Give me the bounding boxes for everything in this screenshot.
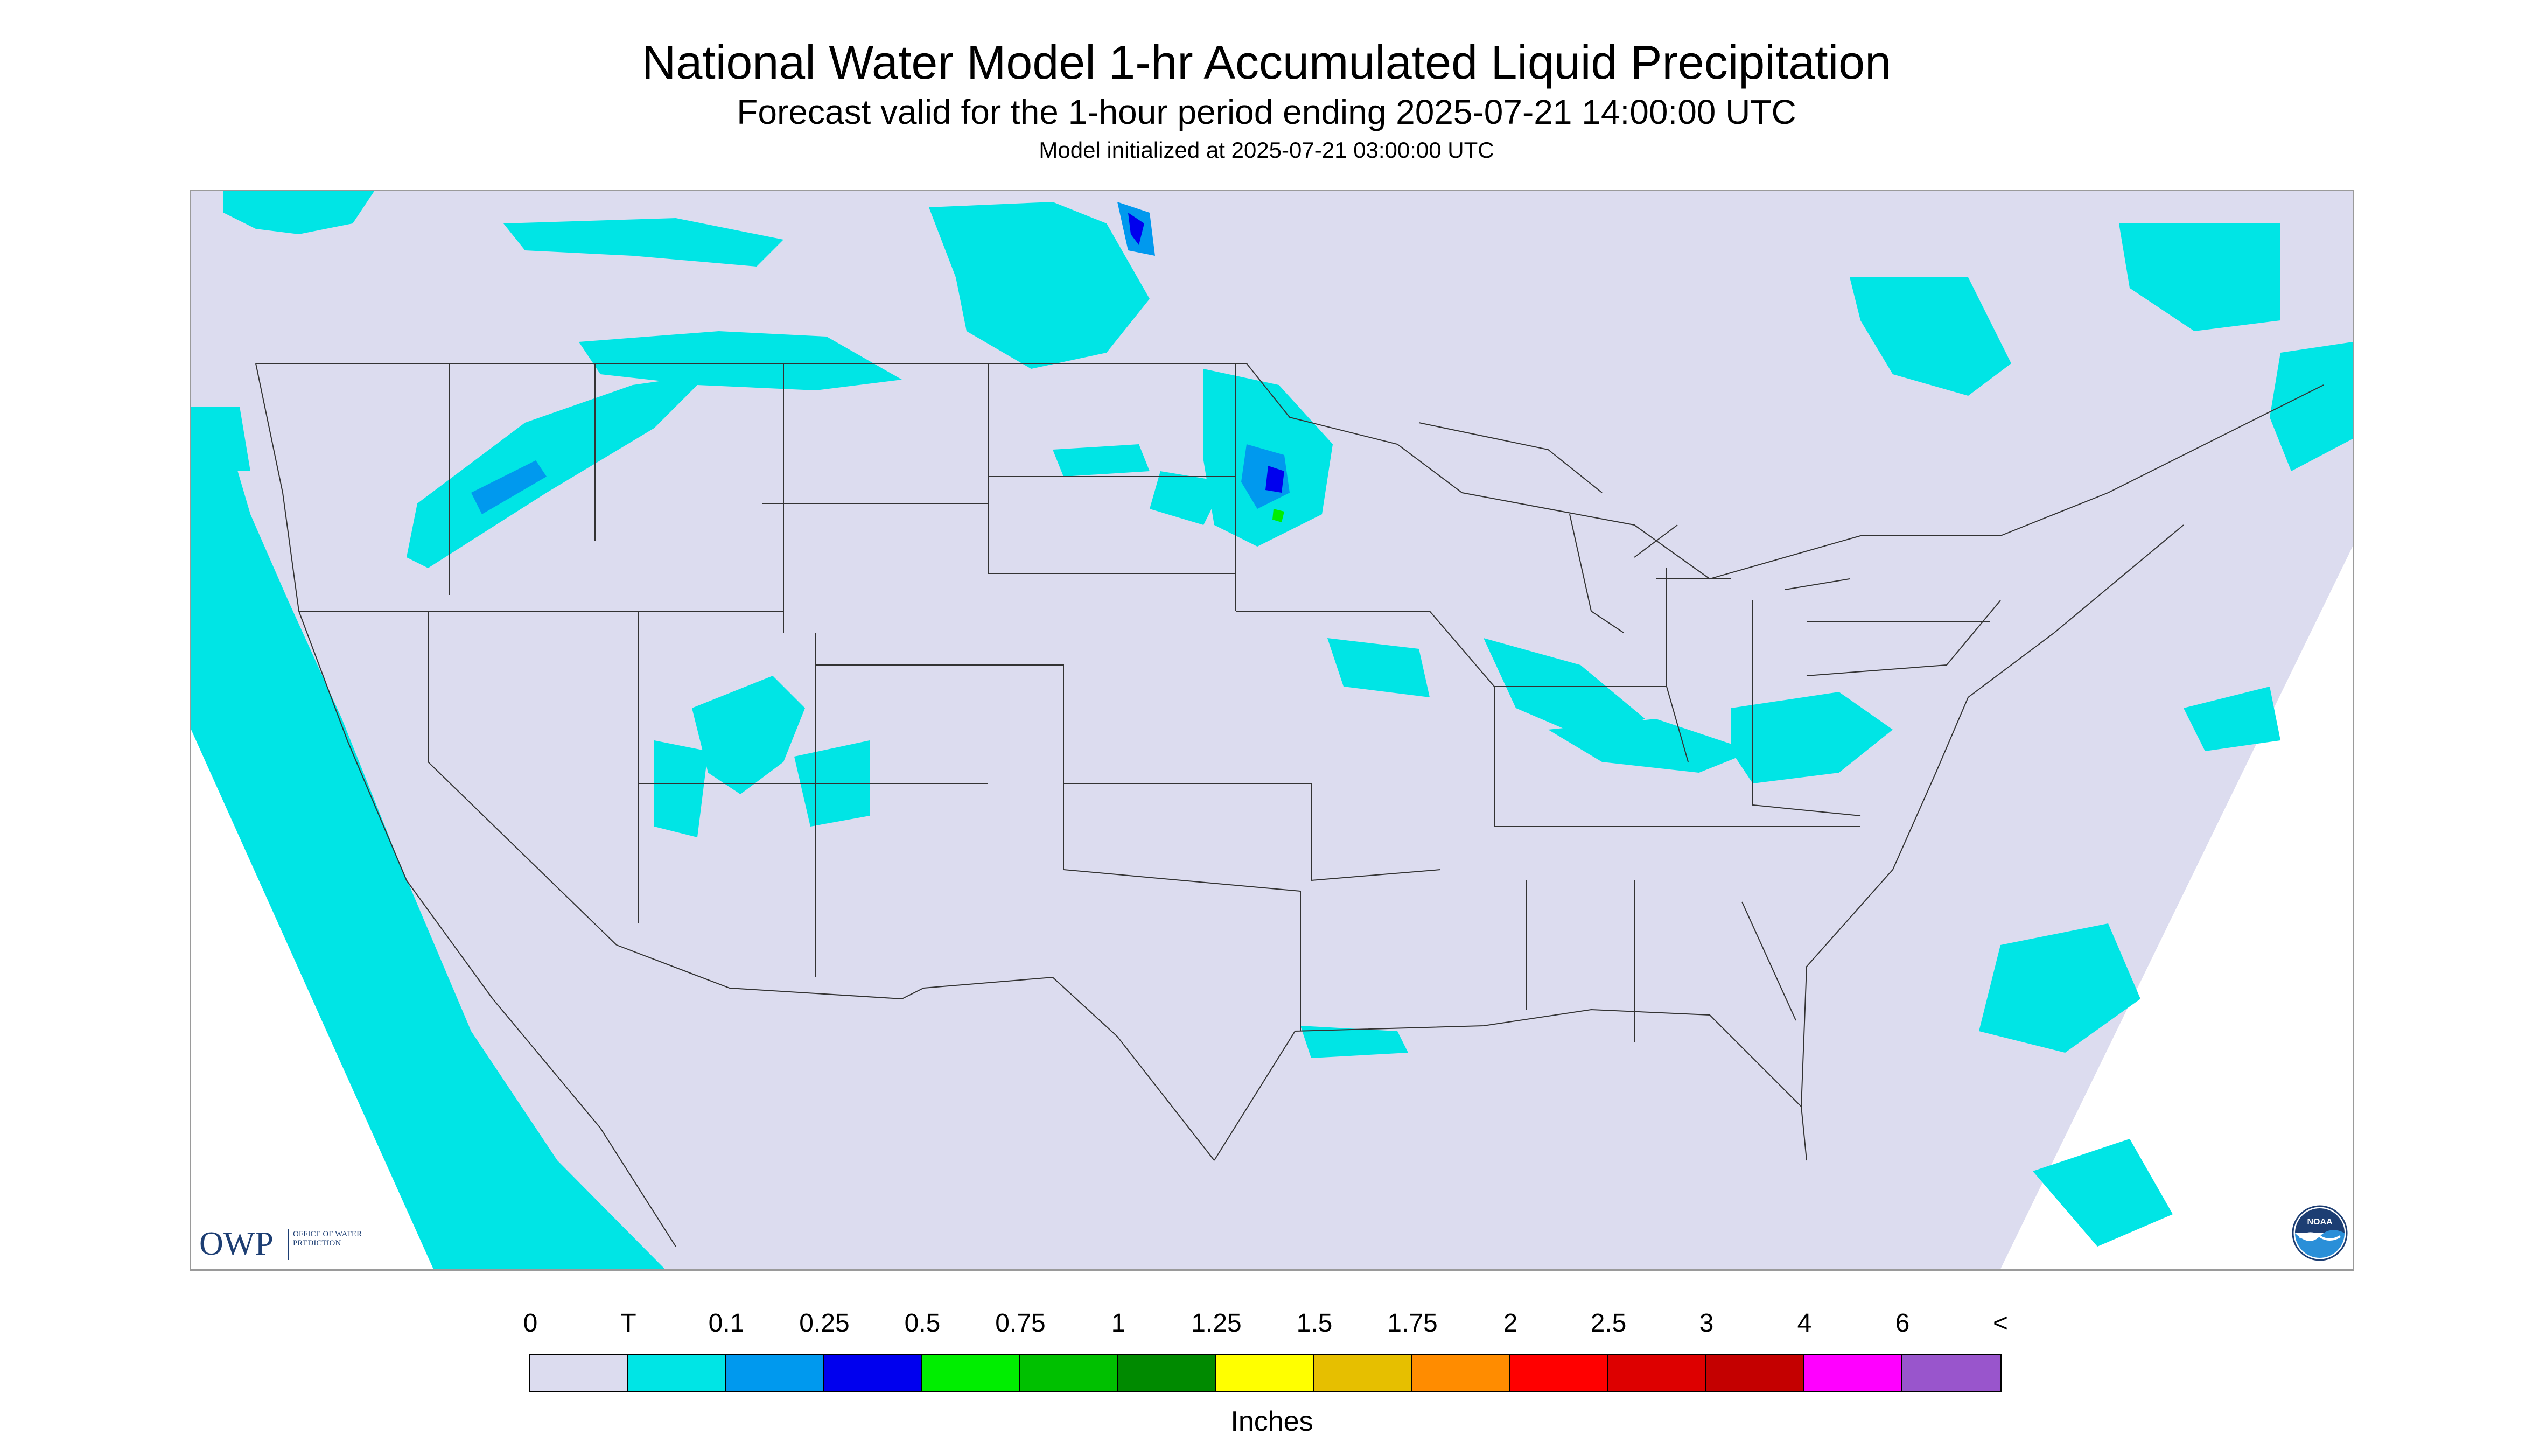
precip-light-oregon bbox=[471, 460, 547, 514]
atlantic-coastline bbox=[1801, 524, 2184, 1107]
legend-tick-label: 2 bbox=[1503, 1309, 1518, 1338]
great-lakes bbox=[1418, 422, 1850, 633]
precip-canada-east bbox=[2119, 223, 2280, 331]
precip-pacific-coast bbox=[191, 417, 665, 1269]
precip-utah bbox=[654, 740, 708, 837]
legend-tick-label: 4 bbox=[1797, 1309, 1812, 1338]
legend-tick-label: 0.75 bbox=[995, 1309, 1046, 1338]
legend-tick-label: 0 bbox=[523, 1309, 538, 1338]
precip-gulf-coast bbox=[1300, 1026, 1408, 1058]
legend-swatch bbox=[1314, 1355, 1412, 1391]
forecast-valid-subtitle: Forecast valid for the 1-hour period end… bbox=[737, 93, 1796, 131]
precip-light-minnesota bbox=[1241, 444, 1290, 509]
legend-tick-label: 0.5 bbox=[904, 1309, 941, 1338]
legend-swatch bbox=[1216, 1355, 1314, 1391]
legend-swatch bbox=[1412, 1355, 1510, 1391]
legend-swatch bbox=[922, 1355, 1020, 1391]
pacific-coastline bbox=[255, 363, 676, 1247]
owp-logo-full-name: Office of Water Prediction bbox=[293, 1230, 362, 1248]
precip-bahamas bbox=[2033, 1139, 2173, 1247]
legend-tick-label: 2.5 bbox=[1590, 1309, 1627, 1338]
legend-swatch bbox=[726, 1355, 824, 1391]
precip-colorado bbox=[692, 676, 805, 794]
legend-tick-label: 1 bbox=[1111, 1309, 1126, 1338]
precip-southeast-atlantic bbox=[1979, 923, 2140, 1053]
precip-heavy-areas bbox=[1272, 509, 1284, 522]
legend-tick-label: T bbox=[620, 1309, 636, 1338]
precip-quebec bbox=[1850, 277, 2011, 396]
legend-tick-label: 1.25 bbox=[1191, 1309, 1242, 1338]
owp-logo: OWP Office of Water Prediction bbox=[199, 1222, 372, 1265]
legend-tick-label: 1.75 bbox=[1387, 1309, 1438, 1338]
precip-ohio-valley bbox=[1484, 638, 1645, 740]
map-title: National Water Model 1-hr Accumulated Li… bbox=[641, 36, 1892, 89]
boundary-lines bbox=[255, 363, 2324, 1247]
legend-tick-label: 0.25 bbox=[799, 1309, 850, 1338]
precip-atlantic-east bbox=[2184, 687, 2280, 751]
legend-swatch bbox=[1118, 1355, 1216, 1391]
state-lines-west bbox=[299, 611, 1064, 977]
noaa-logo: NOAA bbox=[2292, 1205, 2348, 1261]
precipitation-map bbox=[190, 190, 2354, 1271]
legend-tick-label: 0.1 bbox=[708, 1309, 745, 1338]
legend-swatch bbox=[1706, 1355, 1804, 1391]
legend-swatch bbox=[824, 1355, 922, 1391]
legend-swatch bbox=[1020, 1355, 1118, 1391]
precip-alberta-band bbox=[579, 331, 902, 390]
noaa-logo-icon: NOAA bbox=[2292, 1205, 2348, 1261]
owp-logo-abbreviation: OWP bbox=[199, 1226, 274, 1262]
state-lines-central bbox=[1063, 611, 1495, 1031]
legend-tick-label: 6 bbox=[1895, 1309, 1910, 1338]
precip-iowa-illinois bbox=[1327, 638, 1430, 697]
mexico-border bbox=[616, 944, 1215, 1161]
model-domain bbox=[191, 191, 2353, 1269]
noaa-logo-text: NOAA bbox=[2307, 1217, 2333, 1227]
precip-minnesota-top bbox=[929, 202, 1150, 369]
legend-swatch bbox=[1902, 1355, 2000, 1391]
precip-nebraska-south bbox=[1150, 471, 1225, 525]
canada-border bbox=[256, 363, 2324, 580]
legend-swatch bbox=[1608, 1355, 1706, 1391]
map-svg bbox=[191, 191, 2353, 1269]
legend-units-label: Inches bbox=[1230, 1406, 1313, 1437]
legend-swatch bbox=[1804, 1355, 1902, 1391]
precip-appalachia bbox=[1731, 692, 1893, 783]
owp-logo-divider bbox=[288, 1229, 289, 1260]
precip-canada-plains bbox=[503, 218, 783, 267]
precip-maine bbox=[2270, 342, 2353, 471]
legend-swatch bbox=[530, 1355, 628, 1391]
precipitation-legend: 0 T 0.1 0.25 0.5 0.75 1 1.25 1.5 1.75 2 2.5 3 4 6 < Inc… bbox=[523, 1308, 2015, 1443]
state-lines-north bbox=[449, 363, 1236, 633]
precip-canada-west bbox=[223, 191, 374, 234]
legend-swatch bbox=[1510, 1355, 1608, 1391]
legend-colorbar bbox=[529, 1354, 2002, 1392]
legend-tick-label: 1.5 bbox=[1296, 1309, 1333, 1338]
precip-heavy-minnesota bbox=[1272, 509, 1284, 522]
precip-northdakota bbox=[1053, 444, 1150, 477]
state-lines-east bbox=[1494, 568, 2001, 1042]
precip-moderate-minnesota bbox=[1265, 466, 1284, 493]
legend-tick-label: < bbox=[1992, 1309, 2009, 1338]
precip-moderate-minnesota-top bbox=[1128, 213, 1144, 245]
legend-tick-label: 3 bbox=[1699, 1309, 1714, 1338]
precip-oregon-idaho bbox=[407, 374, 708, 568]
precip-kentucky bbox=[1548, 719, 1753, 773]
precip-moderate-areas bbox=[1128, 213, 1284, 493]
legend-swatch bbox=[628, 1355, 726, 1391]
model-init-line: Model initialized at 2025-07-21 03:00:00… bbox=[1039, 137, 1494, 163]
precip-pacific-north bbox=[191, 407, 250, 493]
